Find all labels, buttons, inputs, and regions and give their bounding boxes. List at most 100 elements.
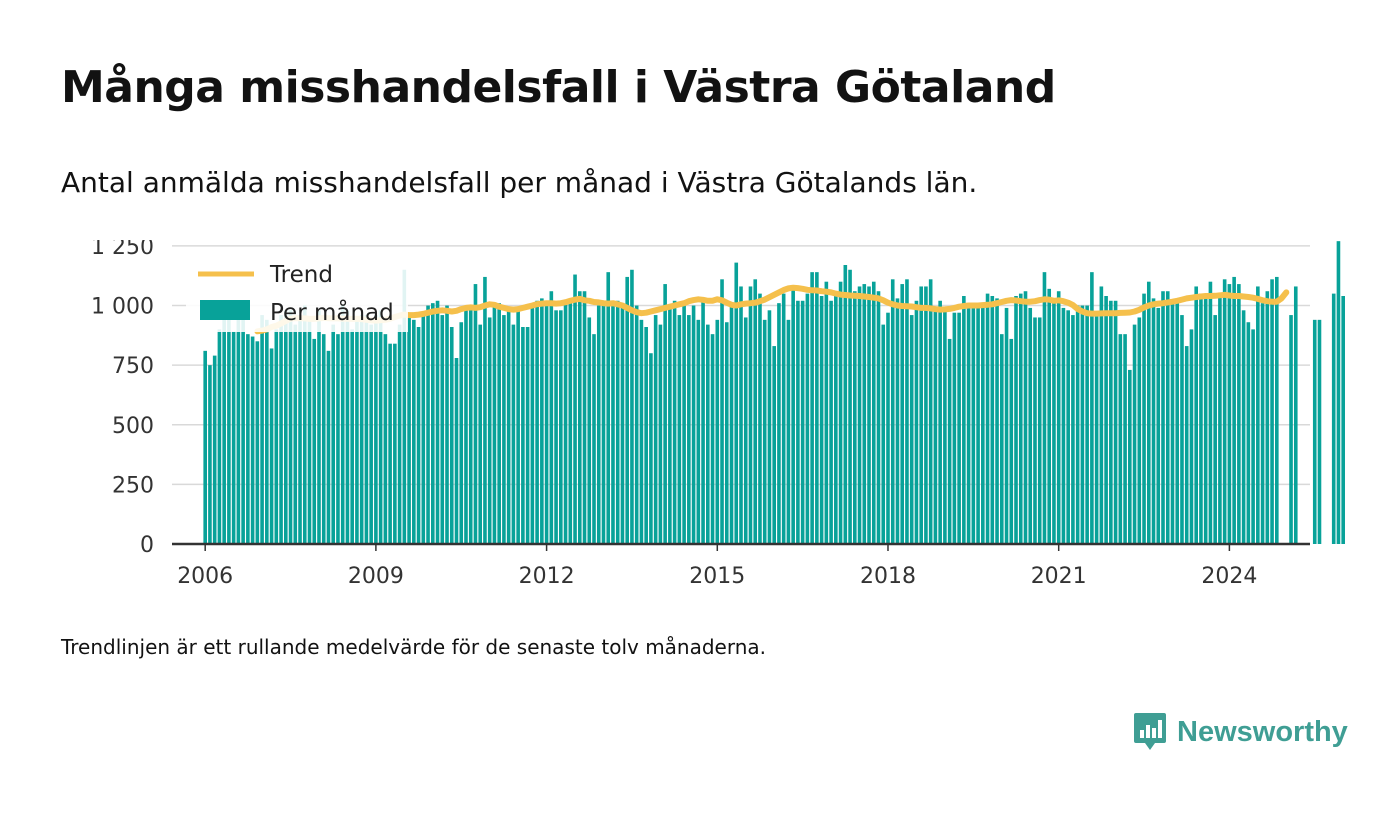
bars-per-month [203,241,1345,544]
bar [587,317,592,544]
x-tick-label: 2024 [1201,564,1257,589]
bar [582,291,587,544]
bar [331,324,336,544]
bar [762,319,767,544]
bar [881,324,886,544]
bar [1004,307,1009,544]
bar [274,329,279,544]
bar [540,298,544,544]
bar [1132,324,1137,544]
bar [644,327,648,544]
bar [871,281,876,544]
bar [857,286,862,544]
bar [682,305,686,544]
chart-subtitle: Antal anmälda misshandelsfall per månad … [61,166,978,199]
bar [1042,272,1047,544]
bar [573,274,577,544]
bar [1123,334,1127,544]
bar [1113,300,1118,544]
bar [321,334,326,544]
bar [246,334,250,544]
bar [227,319,231,544]
trend-line [254,284,1290,335]
bar [1018,293,1023,544]
bar [1241,310,1246,544]
bar [1251,329,1255,544]
bar [1270,279,1274,544]
legend-bar-label: Per månad [270,298,394,326]
bar [1189,329,1194,544]
bar [625,276,630,544]
bar [1265,291,1270,544]
y-tick-label: 500 [112,414,154,439]
bar [663,284,667,544]
bar [317,310,321,544]
bar [1066,310,1070,544]
bar [1184,346,1189,544]
bar [805,293,810,544]
bar [383,334,388,544]
bar [947,338,952,544]
bar [1222,279,1227,544]
bar [928,279,933,544]
bar [1293,286,1298,544]
bar [502,315,506,544]
bar [369,324,373,544]
bar [824,281,829,544]
bar [630,269,634,544]
bar [753,279,758,544]
newsworthy-logo-icon [1134,713,1166,750]
bar [1194,286,1199,544]
bar [999,334,1004,544]
bar [829,300,833,544]
bar [454,358,459,544]
bar [1037,317,1042,544]
bar [653,315,658,544]
bar [388,343,392,544]
x-tick-label: 2021 [1031,564,1087,589]
y-tick-label: 0 [140,533,154,558]
bar [701,298,705,544]
bar [758,293,762,544]
bar [511,324,516,544]
bar [288,310,293,544]
bar [677,315,682,544]
bar [530,305,535,544]
bar [1170,303,1175,544]
bar [577,291,582,544]
y-tick-label: 250 [112,473,154,498]
bar [1047,288,1052,544]
bar [672,300,677,544]
bar [1275,276,1279,544]
bar [895,298,900,544]
bar [1033,317,1037,544]
bar [1175,303,1180,544]
bar [990,296,995,544]
bar [521,327,525,544]
bar [786,319,791,544]
bar [1341,296,1345,544]
bar [720,279,724,544]
bar [1085,305,1089,544]
bar [1094,315,1099,544]
bar [563,303,568,544]
bar [796,300,800,544]
bar [957,312,961,544]
bar [279,315,283,544]
bar [687,315,691,544]
newsworthy-logo[interactable]: Newsworthy [1133,712,1348,752]
bar [312,338,317,544]
legend-trend-label: Trend [269,262,333,288]
x-tick-label: 2009 [348,564,404,589]
bar [397,324,402,544]
bar [293,324,298,544]
bar [1028,307,1033,544]
y-tick-label: 750 [112,354,154,379]
bar [1137,317,1142,544]
bar [1208,281,1213,544]
bar [1056,291,1061,544]
bar [601,300,606,544]
footnote: Trendlinjen är ett rullande medelvärde f… [61,635,767,659]
bar [819,296,824,544]
bar [876,291,881,544]
